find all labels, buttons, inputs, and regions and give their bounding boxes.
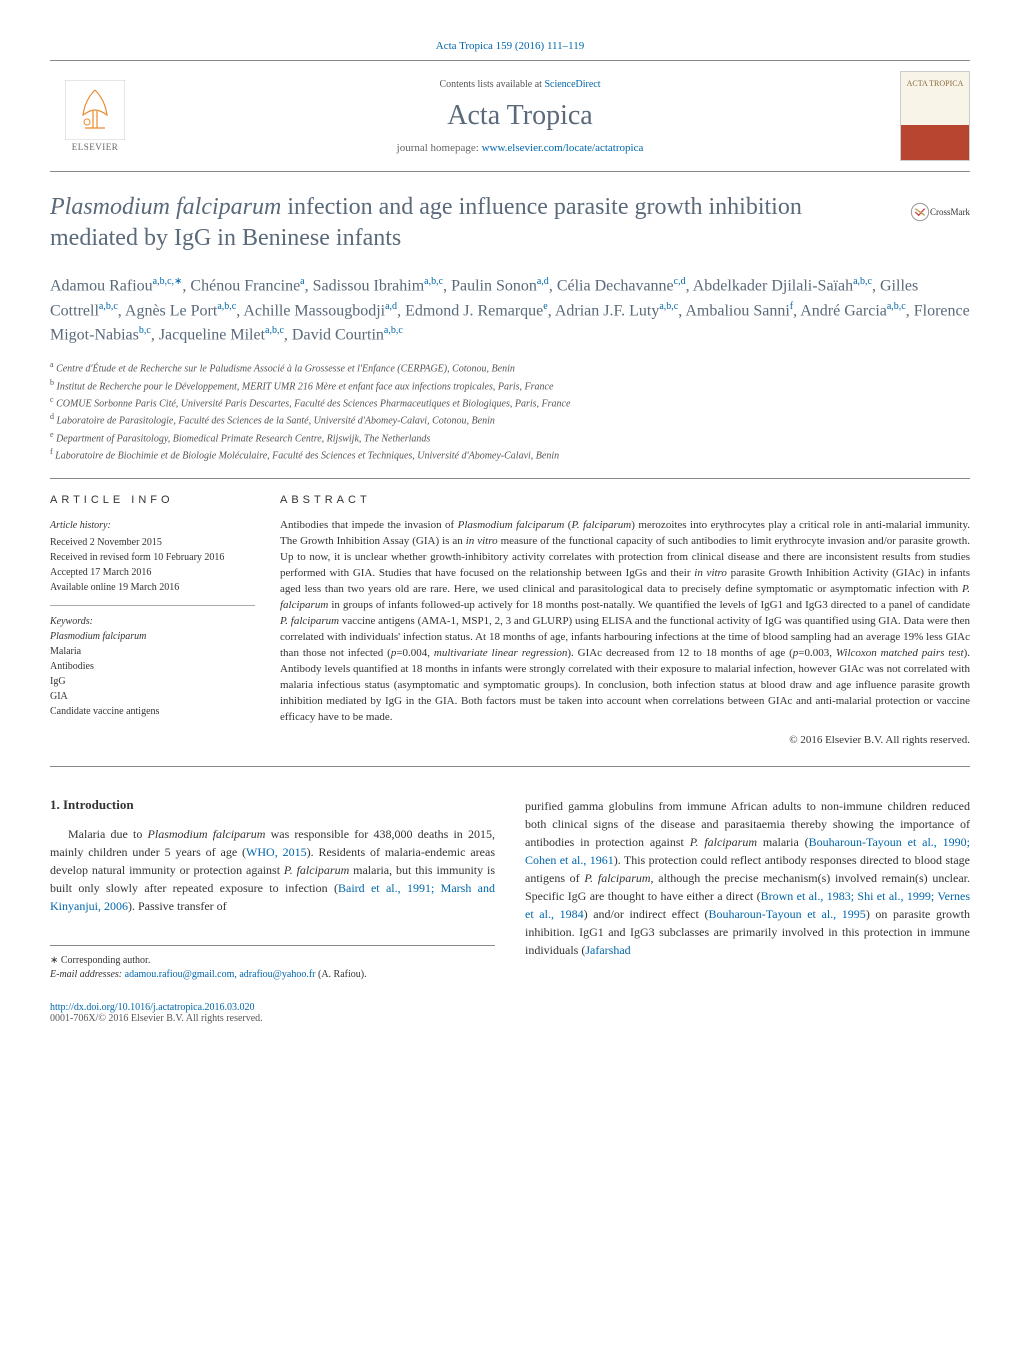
elsevier-tree-icon — [65, 80, 125, 140]
journal-homepage-link[interactable]: www.elsevier.com/locate/actatropica — [482, 142, 644, 154]
keyword-item: Candidate vaccine antigens — [50, 704, 255, 719]
journal-homepage: journal homepage: www.elsevier.com/locat… — [140, 142, 900, 154]
elsevier-logo: ELSEVIER — [50, 71, 140, 161]
elsevier-text: ELSEVIER — [72, 142, 119, 152]
affiliation-line: c COMUE Sorbonne Paris Cité, Université … — [50, 394, 970, 411]
affiliation-line: e Department of Parasitology, Biomedical… — [50, 429, 970, 446]
article-title: Plasmodium falciparum infection and age … — [50, 192, 890, 254]
journal-header-box: ELSEVIER Contents lists available at Sci… — [50, 60, 970, 172]
affiliations: a Centre d'Étude et de Recherche sur le … — [50, 359, 970, 479]
authors-list: Adamou Rafioua,b,c,∗, Chénou Francinea, … — [50, 274, 970, 347]
abstract-copyright: © 2016 Elsevier B.V. All rights reserved… — [280, 734, 970, 746]
history-label: Article history: — [50, 518, 255, 533]
crossmark-icon — [910, 197, 930, 227]
crossmark-badge[interactable]: CrossMark — [910, 192, 970, 232]
body-paragraph: purified gamma globulins from immune Afr… — [525, 797, 970, 959]
contents-available: Contents lists available at ScienceDirec… — [140, 79, 900, 90]
doi-block: http://dx.doi.org/10.1016/j.actatropica.… — [50, 1002, 495, 1024]
affiliation-line: b Institut de Recherche pour le Développ… — [50, 377, 970, 394]
journal-reference: Acta Tropica 159 (2016) 111–119 — [50, 40, 970, 52]
history-line: Received in revised form 10 February 201… — [50, 550, 255, 565]
section-heading-introduction: 1. Introduction — [50, 797, 495, 813]
email-line: E-mail addresses: adamou.rafiou@gmail.co… — [50, 968, 495, 982]
article-info-sidebar: article info Article history: Received 2… — [50, 494, 280, 745]
sciencedirect-link[interactable]: ScienceDirect — [544, 79, 600, 90]
doi-link[interactable]: http://dx.doi.org/10.1016/j.actatropica.… — [50, 1002, 255, 1013]
keyword-item: Malaria — [50, 644, 255, 659]
affiliation-line: d Laboratoire de Parasitologie, Faculté … — [50, 411, 970, 428]
author-email-link[interactable]: adamou.rafiou@gmail.com, adrafiou@yahoo.… — [125, 969, 316, 980]
affiliation-line: f Laboratoire de Biochimie et de Biologi… — [50, 446, 970, 463]
history-line: Received 2 November 2015 — [50, 535, 255, 550]
journal-name: Acta Tropica — [140, 100, 900, 132]
issn-copyright: 0001-706X/© 2016 Elsevier B.V. All right… — [50, 1013, 263, 1024]
article-info-heading: article info — [50, 494, 255, 506]
history-line: Accepted 17 March 2016 — [50, 565, 255, 580]
keyword-item: Antibodies — [50, 659, 255, 674]
keyword-item: GIA — [50, 689, 255, 704]
keywords-label: Keywords: — [50, 616, 255, 627]
body-paragraph: Malaria due to Plasmodium falciparum was… — [50, 825, 495, 915]
keyword-item: IgG — [50, 674, 255, 689]
history-line: Available online 19 March 2016 — [50, 580, 255, 595]
journal-cover-thumbnail: ACTA TROPICA — [900, 71, 970, 161]
abstract-heading: abstract — [280, 494, 970, 506]
footnote-block: ∗ Corresponding author. E-mail addresses… — [50, 945, 495, 982]
corresponding-author-note: ∗ Corresponding author. — [50, 954, 495, 968]
keyword-item: Plasmodium falciparum — [50, 629, 255, 644]
affiliation-line: a Centre d'Étude et de Recherche sur le … — [50, 359, 970, 376]
abstract-text: Antibodies that impede the invasion of P… — [280, 518, 970, 725]
